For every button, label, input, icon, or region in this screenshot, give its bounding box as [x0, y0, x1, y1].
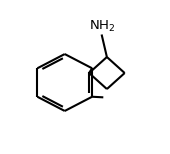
Text: NH$_2$: NH$_2$	[89, 19, 115, 34]
